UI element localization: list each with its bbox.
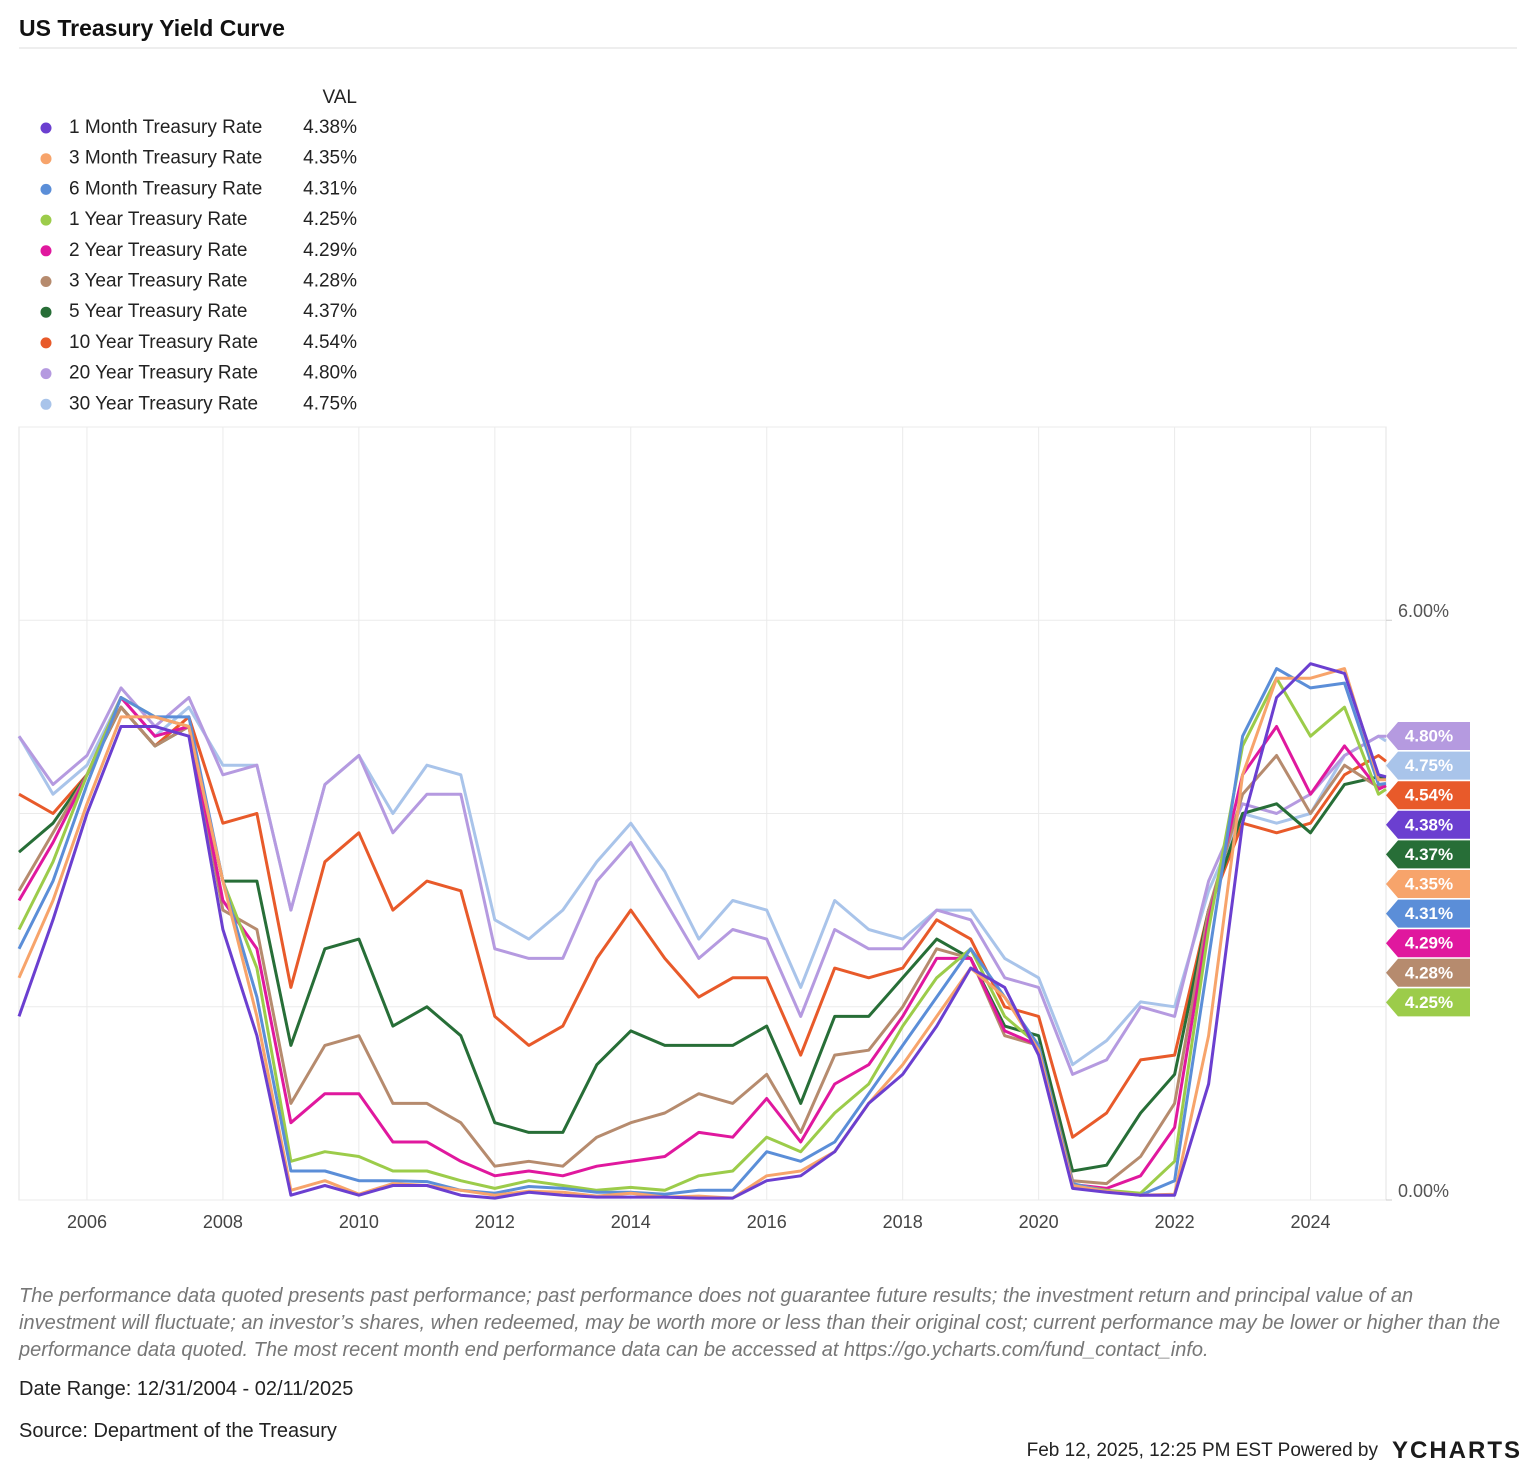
- legend-label: 5 Year Treasury Rate: [69, 301, 248, 322]
- legend-marker: [40, 245, 52, 257]
- chart-title: US Treasury Yield Curve: [19, 15, 285, 41]
- series-line: [17, 662, 1387, 1200]
- end-tag: [1386, 899, 1470, 928]
- legend-marker: [40, 214, 52, 226]
- x-tick-label: 2016: [747, 1212, 787, 1232]
- legend-label: 30 Year Treasury Rate: [69, 393, 258, 414]
- end-tag-label: 4.38%: [1405, 815, 1453, 834]
- series-line: [17, 676, 1387, 1195]
- end-tag: [1386, 929, 1470, 958]
- end-tag-label: 4.28%: [1405, 963, 1453, 982]
- x-tick-label: 2018: [883, 1212, 923, 1232]
- legend-label: 3 Year Treasury Rate: [69, 271, 248, 292]
- legend-marker: [40, 306, 52, 318]
- legend-marker: [40, 337, 52, 349]
- y-tick-label: 0.00%: [1398, 1181, 1449, 1201]
- end-tag: [1386, 722, 1470, 750]
- end-tag-label: 4.35%: [1405, 874, 1453, 893]
- end-tag: [1386, 751, 1470, 780]
- x-tick-label: 2012: [475, 1212, 515, 1232]
- legend-value: 4.38%: [303, 117, 357, 138]
- date-range: Date Range: 12/31/2004 - 02/11/2025: [19, 1378, 354, 1400]
- series-line: [17, 686, 1386, 1076]
- disclaimer: The performance data quoted presents pas…: [19, 1285, 1501, 1361]
- end-tag: [1386, 781, 1470, 810]
- end-tag: [1386, 810, 1470, 839]
- legend-value: 4.28%: [303, 271, 357, 292]
- series-line: [18, 705, 1387, 1173]
- end-tag-label: 4.29%: [1405, 934, 1453, 953]
- legend-marker: [40, 183, 52, 195]
- end-tag-label: 4.37%: [1405, 845, 1453, 864]
- legend-marker: [40, 368, 52, 380]
- end-tag-label: 4.80%: [1405, 726, 1453, 745]
- legend-value: 4.75%: [303, 393, 357, 414]
- legend-marker: [40, 276, 52, 287]
- legend-header: VAL: [322, 87, 357, 108]
- timestamp: Feb 12, 2025, 12:25 PM EST Powered by: [1026, 1440, 1378, 1461]
- legend-label: 20 Year Treasury Rate: [69, 363, 258, 384]
- brand-logo: YCHARTS: [1391, 1437, 1522, 1464]
- legend-label: 6 Month Treasury Rate: [69, 178, 262, 199]
- series-line: [17, 696, 1387, 1067]
- series-line: [17, 696, 1387, 1190]
- x-tick-label: 2008: [203, 1212, 243, 1232]
- legend-value: 4.31%: [303, 178, 357, 199]
- legend-label: 2 Year Treasury Rate: [69, 240, 248, 261]
- legend-marker: [40, 122, 52, 134]
- end-tag: [1386, 870, 1470, 898]
- legend-label: 1 Year Treasury Rate: [69, 209, 248, 230]
- y-tick-label: 6.00%: [1398, 601, 1449, 621]
- series-line: [17, 705, 1387, 1186]
- legend-value: 4.54%: [303, 332, 357, 353]
- x-tick-label: 2014: [611, 1212, 651, 1232]
- legend-label: 10 Year Treasury Rate: [69, 332, 258, 353]
- legend-value: 4.80%: [303, 363, 357, 384]
- x-tick-label: 2010: [339, 1212, 379, 1232]
- x-tick-label: 2006: [67, 1212, 107, 1232]
- end-tag: [1386, 840, 1470, 869]
- end-tag-label: 4.75%: [1405, 756, 1453, 775]
- legend-value: 4.35%: [303, 148, 357, 169]
- end-tag: [1386, 988, 1470, 1017]
- series-line: [18, 705, 1387, 1139]
- end-tag-label: 4.54%: [1405, 786, 1453, 805]
- x-tick-label: 2020: [1019, 1212, 1059, 1232]
- legend-value: 4.25%: [303, 209, 357, 230]
- x-tick-label: 2022: [1155, 1212, 1195, 1232]
- x-tick-label: 2024: [1291, 1212, 1331, 1232]
- legend-marker: [40, 398, 52, 410]
- chart: US Treasury Yield Curve VAL 2006 2008 2010…: [17, 15, 1517, 1232]
- end-tag-label: 4.25%: [1405, 993, 1453, 1012]
- legend-value: 4.37%: [303, 301, 357, 322]
- legend-label: 3 Month Treasury Rate: [69, 148, 262, 169]
- series-line: [17, 667, 1387, 1197]
- end-tag-label: 4.31%: [1405, 904, 1453, 923]
- legend-value: 4.29%: [303, 240, 357, 261]
- source: Source: Department of the Treasury: [19, 1420, 337, 1442]
- end-tag: [1386, 958, 1470, 987]
- legend-marker: [40, 153, 52, 165]
- legend-label: 1 Month Treasury Rate: [69, 117, 262, 138]
